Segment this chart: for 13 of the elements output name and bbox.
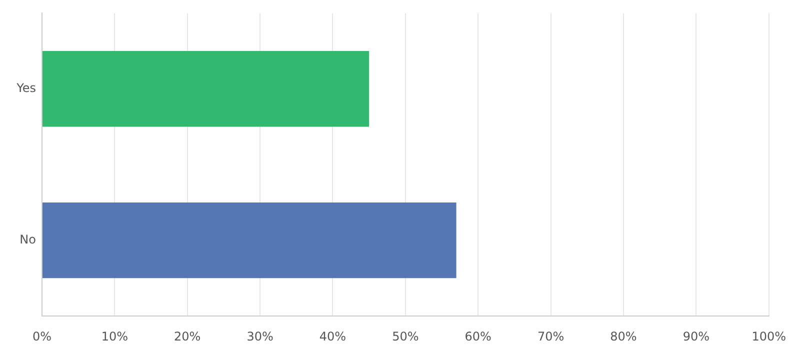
- x-tick-label: 30%: [246, 329, 274, 344]
- x-tick-label: 100%: [752, 329, 786, 344]
- x-tick-label: 20%: [174, 329, 201, 344]
- x-tick-label: 90%: [682, 329, 710, 344]
- y-tick-label: No: [20, 232, 36, 246]
- x-tick-label: 0%: [32, 329, 52, 344]
- x-tick-label: 40%: [319, 329, 346, 344]
- x-tick-label: 60%: [464, 329, 492, 344]
- x-tick-label: 80%: [610, 329, 637, 344]
- x-tick-label: 10%: [101, 329, 128, 344]
- x-tick-label: 50%: [392, 329, 419, 344]
- y-tick-label: Yes: [16, 81, 36, 96]
- x-tick-label: 70%: [537, 329, 564, 344]
